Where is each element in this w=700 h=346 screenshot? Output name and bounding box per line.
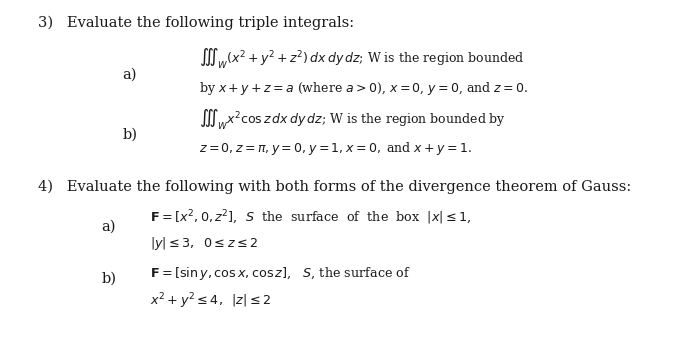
Text: $\iiint_W x^2\cos z\,dx\,dy\,dz$; W is the region bounded by: $\iiint_W x^2\cos z\,dx\,dy\,dz$; W is t…	[199, 107, 507, 132]
Text: b): b)	[122, 128, 137, 142]
Text: $\mathbf{F}=[\sin y,\cos x,\cos z]$,   $S$, the surface of: $\mathbf{F}=[\sin y,\cos x,\cos z]$, $S$…	[150, 265, 412, 282]
Text: a): a)	[122, 67, 137, 81]
Text: 4)   Evaluate the following with both forms of the divergence theorem of Gauss:: 4) Evaluate the following with both form…	[38, 180, 631, 194]
Text: $x^2+y^2\leq 4,\;\; |z|\leq 2$: $x^2+y^2\leq 4,\;\; |z|\leq 2$	[150, 291, 272, 311]
Text: b): b)	[102, 272, 116, 285]
Text: a): a)	[102, 220, 116, 234]
Text: $\mathbf{F}=[x^2, 0, z^2]$,  $S$  the  surface  of  the  box  $|x|\leq 1$,: $\mathbf{F}=[x^2, 0, z^2]$, $S$ the surf…	[150, 209, 472, 227]
Text: $z=0, z=\pi, y=0, y=1, x=0,$ and $x+y=1$.: $z=0, z=\pi, y=0, y=1, x=0,$ and $x+y=1$…	[199, 140, 472, 157]
Text: by $x+y+z=a$ (where $a>0$), $x=0$, $y=0$, and $z=0$.: by $x+y+z=a$ (where $a>0$), $x=0$, $y=0$…	[199, 80, 529, 97]
Text: $|y|\leq 3,\;\; 0\leq z\leq 2$: $|y|\leq 3,\;\; 0\leq z\leq 2$	[150, 235, 259, 253]
Text: $\iiint_W (x^2+y^2+z^2)\,dx\,dy\,dz$; W is the region bounded: $\iiint_W (x^2+y^2+z^2)\,dx\,dy\,dz$; W …	[199, 46, 525, 71]
Text: 3)   Evaluate the following triple integrals:: 3) Evaluate the following triple integra…	[38, 15, 355, 30]
